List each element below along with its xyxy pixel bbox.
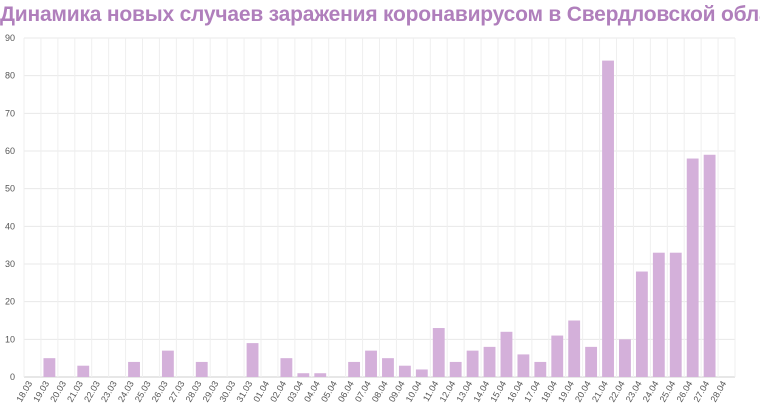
- bar-13.04: [466, 350, 479, 377]
- bar-12.04: [449, 361, 462, 377]
- chart-title: Динамика новых случаев заражения коронав…: [0, 3, 760, 26]
- grid: [23, 37, 736, 378]
- x-tick-label: 04.04: [302, 379, 322, 404]
- x-tick-label: 10.04: [404, 379, 424, 404]
- x-tick-label: 25.03: [133, 379, 153, 404]
- x-tick-label: 28.03: [184, 379, 204, 404]
- x-tick-label: 21.03: [65, 379, 85, 404]
- bar-17.04: [534, 361, 547, 377]
- y-tick-label: 80: [5, 71, 15, 81]
- x-tick-label: 23.03: [99, 379, 119, 404]
- x-tick-label: 05.04: [319, 379, 339, 404]
- x-tick-label: 20.03: [48, 379, 68, 404]
- bar-03.04: [297, 373, 310, 377]
- bar-18.04: [551, 335, 564, 377]
- x-tick-label: 22.03: [82, 379, 102, 404]
- bar-19.03: [43, 358, 56, 377]
- bar-24.03: [128, 361, 140, 377]
- bar-09.04: [398, 365, 411, 377]
- x-tick-label: 17.04: [522, 379, 542, 404]
- x-tick-label: 03.04: [285, 379, 305, 404]
- bar-31.03: [246, 343, 259, 377]
- x-tick-label: 30.03: [217, 379, 237, 404]
- x-tick-label: 06.04: [336, 379, 356, 404]
- x-tick-label: 22.04: [607, 379, 627, 404]
- bar-24.04: [652, 252, 665, 377]
- x-tick-label: 24.03: [116, 379, 136, 404]
- x-tick-label: 31.03: [234, 379, 254, 404]
- x-tick-label: 14.04: [471, 379, 491, 404]
- bar-06.04: [348, 361, 361, 377]
- y-tick-label: 50: [5, 184, 15, 194]
- x-tick-label: 19.04: [556, 379, 576, 404]
- x-tick-label: 20.04: [573, 379, 593, 404]
- x-tick-label: 09.04: [387, 379, 407, 404]
- x-tick-label: 08.04: [370, 379, 390, 404]
- bar-15.04: [500, 331, 513, 377]
- y-tick-label: 70: [5, 108, 15, 118]
- x-tick-label: 18.03: [14, 379, 34, 404]
- y-axis-tick-labels: 0 10 20 30 40 50 60 70 80 90: [5, 33, 15, 382]
- bar-26.04: [686, 158, 699, 377]
- x-tick-label: 19.03: [31, 379, 51, 404]
- bar-11.04: [432, 328, 445, 377]
- x-tick-label: 26.03: [150, 379, 170, 404]
- bar-23.04: [635, 271, 648, 377]
- x-tick-label: 27.04: [691, 379, 711, 404]
- bar-26.03: [161, 350, 174, 377]
- x-tick-label: 23.04: [624, 379, 644, 404]
- x-tick-label: 26.04: [675, 379, 695, 404]
- y-tick-label: 40: [5, 221, 15, 231]
- x-tick-label: 29.03: [201, 379, 221, 404]
- bar-07.04: [365, 350, 377, 377]
- y-tick-label: 60: [5, 146, 15, 156]
- bar-27.04: [703, 154, 716, 377]
- y-tick-label: 90: [5, 33, 15, 43]
- x-tick-label: 13.04: [454, 379, 474, 404]
- bar-10.04: [415, 369, 428, 377]
- bar-22.04: [619, 339, 631, 377]
- x-tick-label: 15.04: [488, 379, 508, 404]
- x-axis-tick-labels: 18.0319.0320.0321.0322.0323.0324.0325.03…: [14, 379, 728, 404]
- bar-16.04: [517, 354, 530, 377]
- x-tick-label: 25.04: [658, 379, 678, 404]
- x-tick-label: 02.04: [268, 379, 288, 404]
- bars: [43, 60, 716, 377]
- bar-21.03: [77, 365, 90, 377]
- bar-08.04: [382, 358, 394, 377]
- x-tick-label: 12.04: [438, 379, 458, 404]
- y-tick-label: 10: [5, 334, 15, 344]
- bar-25.04: [669, 252, 682, 377]
- x-tick-label: 16.04: [505, 379, 525, 404]
- bar-20.04: [585, 346, 598, 377]
- x-tick-label: 21.04: [590, 379, 610, 404]
- x-tick-label: 24.04: [641, 379, 661, 404]
- bar-02.04: [280, 358, 293, 377]
- x-tick-label: 18.04: [539, 379, 559, 404]
- y-tick-label: 0: [10, 372, 15, 382]
- bar-28.03: [195, 361, 208, 377]
- y-tick-label: 20: [5, 297, 15, 307]
- x-tick-label: 28.04: [708, 379, 728, 404]
- bar-19.04: [568, 320, 581, 377]
- x-tick-label: 07.04: [353, 379, 373, 404]
- bar-21.04: [602, 60, 614, 377]
- x-tick-label: 27.03: [167, 379, 187, 404]
- bar-14.04: [483, 346, 496, 377]
- x-tick-label: 01.04: [251, 379, 271, 404]
- y-tick-label: 30: [5, 259, 15, 269]
- bar-04.04: [314, 373, 327, 377]
